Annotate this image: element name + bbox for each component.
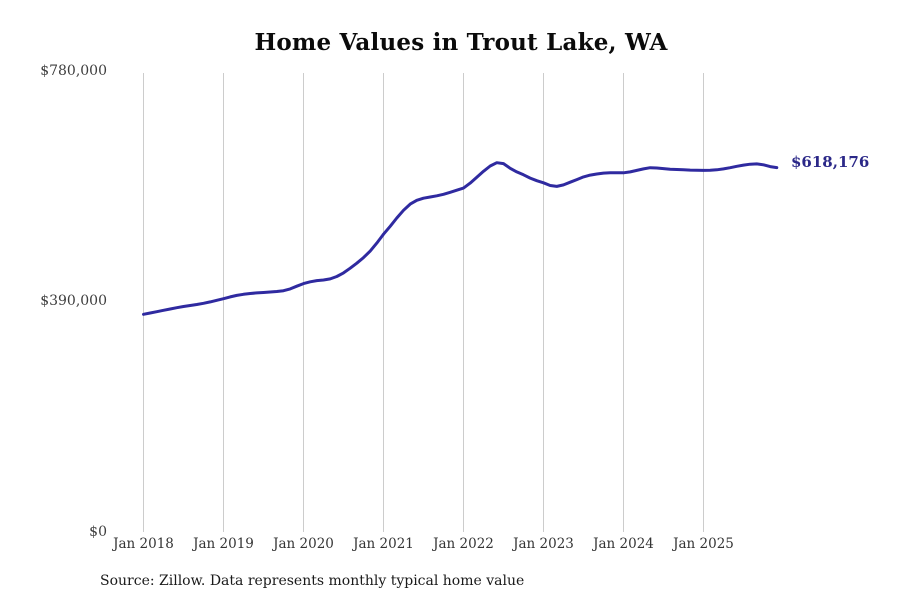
y-tick-label: $780,000 [40,63,107,79]
x-tick-label: Jan 2022 [433,536,494,552]
x-tick-label: Jan 2020 [273,536,334,552]
x-tick-label: Jan 2024 [593,536,654,552]
y-tick-label: $0 [89,524,107,540]
x-tick-label: Jan 2021 [353,536,414,552]
x-tick-label: Jan 2018 [113,536,174,552]
x-tick-label: Jan 2019 [193,536,254,552]
source-note: Source: Zillow. Data represents monthly … [100,573,525,589]
x-tick-label: Jan 2025 [673,536,734,552]
home-value-line [142,161,779,316]
latest-value-label: $618,176 [791,153,870,171]
y-tick-label: $390,000 [40,293,107,309]
x-tick-label: Jan 2023 [513,536,574,552]
chart-title: Home Values in Trout Lake, WA [254,29,668,56]
